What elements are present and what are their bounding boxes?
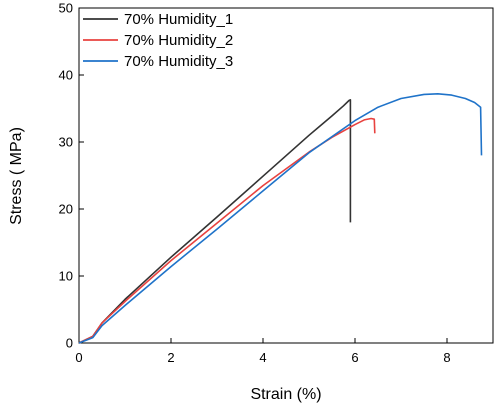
x-tick-label: 4 [259, 350, 266, 365]
x-axis-title: Strain (%) [250, 386, 321, 403]
series-line-2 [78, 117, 376, 344]
series-lines [78, 93, 483, 344]
legend-label-2: 70% Humidity_2 [124, 32, 233, 49]
legend: 70% Humidity_1 70% Humidity_2 70% Humidity… [83, 11, 233, 70]
y-tick-label: 40 [59, 68, 73, 83]
y-tick-label: 30 [59, 135, 73, 150]
plot-area-frame [78, 7, 494, 344]
legend-label-1: 70% Humidity_1 [124, 11, 233, 28]
x-tick-label: 8 [443, 350, 450, 365]
x-tick-label: 6 [351, 350, 358, 365]
x-tick-label: 2 [167, 350, 174, 365]
x-tick-label: 0 [75, 350, 82, 365]
y-axis-title: Stress ( MPa) [8, 127, 25, 225]
legend-label-3: 70% Humidity_3 [124, 53, 233, 70]
y-tick-label: 20 [59, 202, 73, 217]
x-axis-ticks: 0 2 4 6 8 [75, 338, 451, 365]
y-tick-label: 10 [59, 269, 73, 284]
series-line-3 [78, 93, 483, 344]
y-axis-ticks: 0 10 20 30 40 50 [59, 1, 84, 351]
y-tick-label: 0 [66, 336, 73, 351]
y-tick-label: 50 [59, 1, 73, 16]
